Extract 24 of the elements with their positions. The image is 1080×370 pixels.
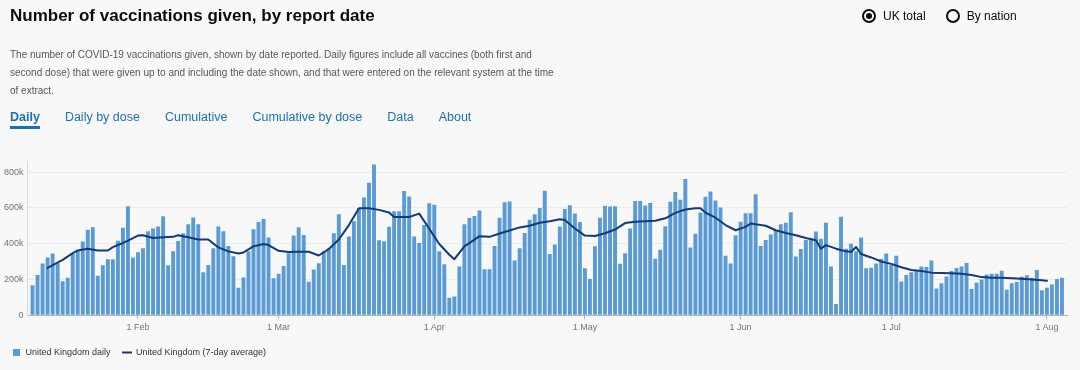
legend-label: United Kingdom (7-day average)	[136, 346, 267, 357]
text: About	[438, 110, 472, 126]
text: By nation	[966, 9, 1017, 23]
y-tick-label: 600k	[3, 202, 24, 213]
text: UK total	[883, 9, 926, 23]
y-tick-label: 0	[18, 309, 24, 320]
x-tick-label: 1 Jun	[729, 322, 752, 333]
x-tick-label: 1 Apr	[423, 322, 445, 333]
text: Daily	[10, 110, 40, 129]
x-tick-label: 1 May	[572, 322, 598, 333]
y-tick-label: 200k	[3, 273, 24, 284]
y-tick-label: 800k	[3, 166, 24, 177]
x-tick-label: 1 Jul	[881, 322, 901, 333]
chart-title: Number of vaccinations given, by report date	[10, 6, 375, 26]
text: Daily by dose	[64, 110, 140, 126]
text: Data	[387, 110, 414, 126]
x-tick-label: 1 Mar	[267, 322, 291, 333]
y-tick-label: 400k	[3, 238, 24, 249]
x-tick-label: 1 Feb	[126, 322, 150, 333]
chart-subtitle: The number of COVID-19 vaccinations given, shown by date reported. Daily figures include all vaccines (both first and second dose) that were given up to and including the date shown, and that were entered on the relevant system at the time of extract.	[10, 48, 555, 98]
x-tick-label: 1 Aug	[1035, 322, 1059, 333]
text: Cumulative by dose	[252, 110, 363, 126]
legend-label: United Kingdom daily	[25, 346, 112, 357]
text: Cumulative	[164, 110, 228, 126]
